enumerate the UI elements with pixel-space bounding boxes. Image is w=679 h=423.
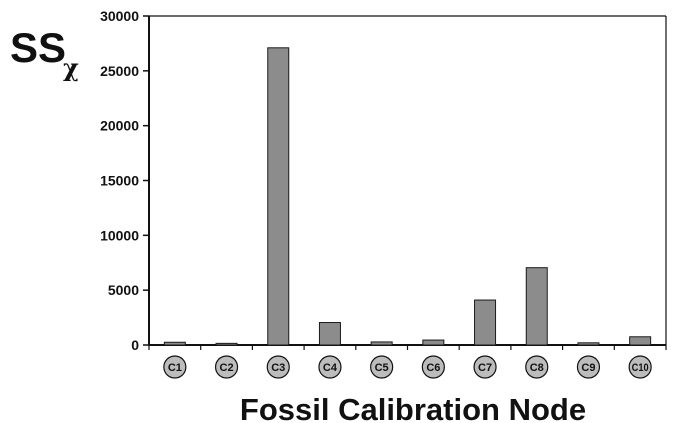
bar <box>577 342 600 346</box>
x-axis-categories: C1 C2 C3 C4 C5 C6 C7 C8 C9 C10 <box>148 345 667 379</box>
y-axis-title: SS χ <box>10 24 79 82</box>
y-axis-title-main: SS <box>10 24 66 71</box>
y-tick-label: 5000 <box>108 282 139 298</box>
y-axis-title-subscript: χ <box>63 53 79 82</box>
category-badge <box>421 355 445 379</box>
category-label: C1 <box>168 362 182 374</box>
category-label: C2 <box>220 362 234 374</box>
bar <box>629 336 652 346</box>
y-tick-label: 25000 <box>100 63 139 79</box>
bar <box>267 47 290 346</box>
bars <box>163 47 652 346</box>
category-badge <box>266 355 290 379</box>
category-label: C10 <box>632 362 649 374</box>
bar <box>215 342 238 346</box>
category-badge <box>628 355 652 379</box>
category-badge <box>214 355 239 379</box>
bar <box>318 322 341 346</box>
bar <box>525 267 548 346</box>
category-badge <box>370 355 394 379</box>
category-badge <box>163 355 187 379</box>
category-label: C3 <box>271 362 285 374</box>
category-badge <box>318 355 342 379</box>
category-label: C9 <box>581 362 595 374</box>
y-axis-ticks: 0 5000 10000 15000 20000 25000 30000 <box>100 8 149 353</box>
y-tick-label: 15000 <box>100 173 139 189</box>
bar <box>163 341 186 346</box>
bar <box>422 339 445 346</box>
category-label: C6 <box>426 362 440 374</box>
category-label: C4 <box>323 362 338 374</box>
y-tick-label: 20000 <box>100 118 139 134</box>
y-tick-label: 10000 <box>100 227 139 243</box>
y-tick-label: 0 <box>131 337 139 353</box>
y-tick-label: 30000 <box>100 8 139 24</box>
x-axis-title: Fossil Calibration Node <box>240 392 586 423</box>
category-label: C7 <box>478 362 492 374</box>
category-badge <box>576 355 601 379</box>
category-badge <box>473 355 497 379</box>
plot-frame <box>148 15 667 346</box>
category-badge <box>525 355 549 379</box>
bar <box>474 299 497 346</box>
category-label: C5 <box>375 362 389 374</box>
category-label: C8 <box>530 362 544 374</box>
bar <box>370 341 393 346</box>
